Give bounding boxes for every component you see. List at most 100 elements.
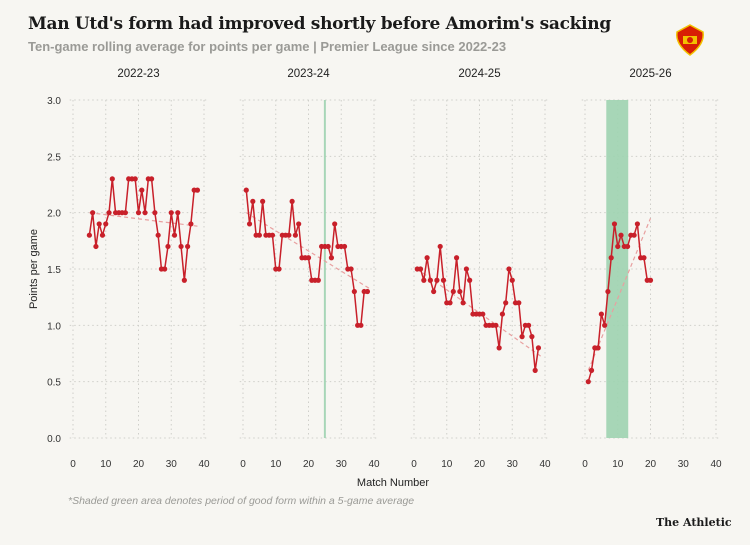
- panel-2022-23: 2022-23 0 10 20 30 40: [69, 68, 210, 470]
- data-point: [106, 210, 112, 216]
- data-point: [506, 266, 512, 272]
- data-point: [509, 277, 515, 283]
- data-point: [628, 232, 634, 238]
- data-point: [621, 243, 627, 250]
- data-point: [361, 288, 367, 295]
- data-point: [447, 300, 453, 306]
- y-tick-label: 3.0: [47, 96, 61, 107]
- x-tick-label: 40: [710, 459, 722, 470]
- data-point: [135, 210, 142, 216]
- data-point: [421, 277, 427, 283]
- data-point: [305, 255, 312, 261]
- data-point: [592, 345, 598, 351]
- data-point: [503, 300, 509, 306]
- data-point: [348, 266, 354, 272]
- x-tick-label: 20: [133, 459, 145, 470]
- data-point: [315, 277, 321, 283]
- data-point: [522, 322, 528, 328]
- data-point: [490, 322, 496, 328]
- data-point: [483, 322, 489, 328]
- data-point: [631, 232, 637, 238]
- data-point: [152, 210, 158, 216]
- brand-logo-text: The Athletic: [656, 516, 732, 529]
- data-point: [480, 311, 486, 317]
- data-point: [634, 221, 641, 227]
- data-point: [145, 176, 151, 182]
- data-point: [641, 255, 647, 261]
- chart-title: Man Utd's form had improved shortly befo…: [28, 14, 611, 34]
- data-point: [434, 277, 440, 283]
- footnote: *Shaded green area denotes period of goo…: [68, 495, 415, 507]
- series-line: [88, 178, 198, 281]
- data-point: [470, 311, 476, 317]
- data-point: [171, 232, 178, 238]
- data-point: [338, 243, 344, 250]
- data-point: [309, 277, 315, 283]
- data-point: [116, 210, 122, 216]
- data-point: [526, 322, 532, 328]
- data-point: [602, 322, 608, 328]
- x-tick-label: 20: [645, 459, 657, 470]
- data-point: [624, 243, 631, 250]
- club-crest-logo: [676, 24, 704, 56]
- data-point: [444, 300, 450, 306]
- x-tick-label: 0: [411, 459, 417, 470]
- data-point: [519, 334, 525, 340]
- data-point: [86, 232, 92, 238]
- x-tick-label: 0: [240, 459, 246, 470]
- data-point: [175, 210, 181, 216]
- y-tick-label: 1.0: [47, 321, 61, 332]
- data-point: [191, 187, 197, 193]
- data-point: [109, 176, 115, 182]
- data-point: [139, 187, 145, 193]
- good-form-band: [323, 100, 326, 438]
- data-point: [516, 300, 522, 306]
- data-point: [243, 187, 249, 193]
- data-point: [535, 345, 542, 351]
- data-point: [155, 232, 161, 238]
- data-point: [319, 243, 325, 250]
- panel-2025-26: 2025-26 0 10 20 30 40: [581, 68, 722, 470]
- data-point: [493, 322, 499, 328]
- data-point: [325, 243, 331, 250]
- x-tick-label: 40: [198, 459, 210, 470]
- data-point: [437, 243, 443, 250]
- data-point: [608, 255, 614, 261]
- data-point: [276, 266, 282, 272]
- x-tick-label: 30: [507, 459, 519, 470]
- data-point: [292, 232, 298, 238]
- trend-line: [89, 212, 198, 227]
- trend-line: [416, 268, 543, 358]
- data-point: [129, 176, 135, 182]
- data-point: [431, 288, 437, 295]
- data-point: [273, 266, 279, 272]
- data-point: [638, 255, 644, 261]
- x-tick-label: 0: [70, 459, 76, 470]
- data-point: [286, 232, 292, 238]
- data-point: [499, 311, 506, 317]
- x-tick-label: 30: [336, 459, 348, 470]
- data-point: [512, 300, 519, 306]
- data-point: [119, 210, 125, 216]
- y-tick-label: 2.0: [47, 209, 61, 220]
- data-point: [149, 176, 155, 182]
- data-point: [181, 277, 187, 283]
- data-point: [178, 243, 184, 250]
- data-point: [476, 311, 483, 317]
- x-tick-label: 30: [166, 459, 178, 470]
- data-point: [328, 255, 335, 261]
- data-point: [96, 221, 102, 227]
- data-point: [355, 322, 361, 328]
- y-axis-label: Points per game: [28, 229, 40, 309]
- x-tick-label: 10: [270, 459, 282, 470]
- panel-title: 2024-25: [458, 68, 500, 80]
- data-point: [414, 266, 420, 272]
- data-point: [142, 210, 148, 216]
- data-point: [424, 255, 430, 261]
- data-point: [282, 232, 289, 238]
- data-point: [168, 210, 174, 216]
- data-point: [611, 221, 618, 227]
- data-point: [595, 345, 601, 351]
- data-point: [345, 266, 351, 272]
